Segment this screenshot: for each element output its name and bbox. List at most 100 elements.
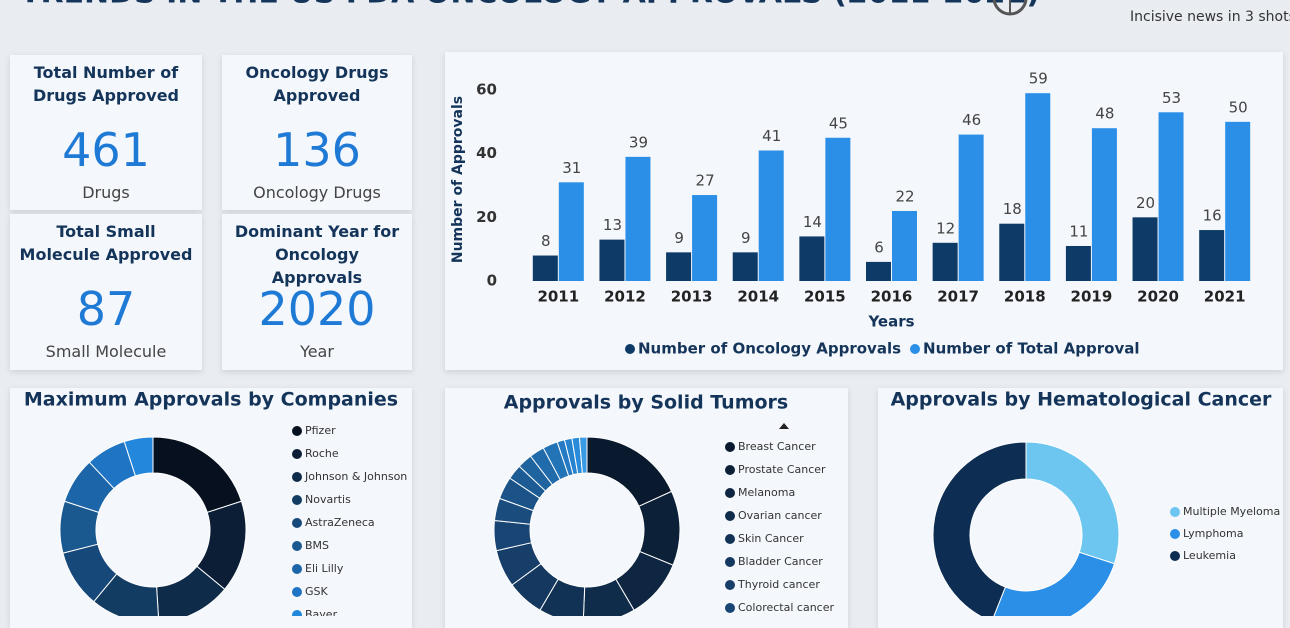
card-value: 2020: [258, 282, 376, 336]
legend-marker: [292, 541, 302, 551]
legend-marker: [910, 344, 921, 354]
value-label: 14: [803, 213, 822, 231]
chart-title: Approvals by Hematological Cancer: [891, 389, 1272, 411]
bar: [558, 182, 584, 281]
value-label: 27: [696, 172, 715, 190]
value-label: 53: [1162, 89, 1181, 107]
x-tick-label: 2014: [737, 288, 779, 306]
bar: [666, 252, 692, 281]
slice: [578, 436, 588, 474]
scroll-arrow: [779, 423, 789, 429]
slice: [152, 436, 243, 514]
bar: [732, 252, 758, 281]
slice: [586, 436, 673, 507]
legend-marker: [292, 495, 302, 505]
bar: [999, 223, 1025, 281]
legend-label: Pfizer: [305, 424, 336, 437]
y-tick-label: 20: [476, 208, 497, 226]
page-title: TRENDS IN THE US FDA ONCOLOGY APPROVALS …: [20, 0, 1040, 11]
card-value: 87: [76, 282, 136, 336]
legend-label: Ovarian cancer: [738, 509, 822, 522]
x-tick-label: 2016: [871, 288, 913, 306]
x-tick-label: 2011: [537, 288, 579, 306]
bar: [892, 210, 917, 281]
legend-label: Lymphoma: [1183, 527, 1243, 540]
slice: [932, 441, 1027, 616]
value-label: 9: [674, 229, 684, 247]
x-tick-label: 2013: [671, 288, 713, 306]
value-label: 39: [629, 133, 648, 151]
legend-marker: [292, 587, 302, 597]
legend-marker: [725, 488, 735, 498]
legend-label: AstraZeneca: [305, 516, 375, 529]
card-unit: Oncology Drugs: [253, 183, 381, 202]
x-tick-label: 2012: [604, 288, 646, 306]
legend-marker: [625, 344, 635, 354]
y-axis-label: Number of Approvals: [450, 96, 466, 263]
bar: [1158, 112, 1184, 282]
legend-label: Prostate Cancer: [738, 463, 826, 476]
tagline: Incisive news in 3 shots: [1130, 9, 1290, 25]
legend-marker: [725, 603, 735, 613]
legend-label: Skin Cancer: [738, 532, 804, 545]
legend-label: Leukemia: [1183, 549, 1236, 562]
value-label: 8: [541, 232, 551, 250]
legend-label: GSK: [305, 585, 329, 598]
bar: [958, 134, 984, 281]
bar: [932, 242, 958, 281]
legend-marker: [292, 472, 302, 482]
legend-marker: [292, 449, 302, 459]
bar-panel: [445, 52, 1283, 370]
y-tick-label: 0: [487, 272, 497, 290]
kpi-card: Total Number of Drugs Approved 461 Drugs: [10, 55, 202, 210]
logo: [992, 0, 1028, 16]
slice: [123, 436, 154, 477]
bar: [625, 156, 651, 281]
card-unit: Small Molecule: [45, 342, 167, 361]
card-unit: Drugs: [82, 183, 130, 202]
bar: [758, 150, 784, 281]
slice: [993, 551, 1116, 616]
kpi-card: Oncology Drugs Approved 136 Oncology Dru…: [222, 55, 412, 210]
value-label: 22: [895, 187, 914, 205]
legend-marker: [725, 465, 735, 475]
legend-label: Number of Oncology Approvals: [638, 340, 901, 358]
legend-label: Novartis: [305, 493, 351, 506]
value-label: 13: [603, 216, 622, 234]
value-label: 31: [562, 159, 581, 177]
value-label: 46: [962, 111, 981, 129]
value-label: 16: [1203, 207, 1222, 225]
kpi-card: Total Small Molecule Approved 87 Small M…: [10, 214, 202, 370]
x-tick-label: 2017: [937, 288, 979, 306]
legend-label: Breast Cancer: [738, 440, 816, 453]
bar: [1225, 121, 1251, 281]
legend-label: Johnson & Johnson: [304, 470, 407, 483]
bar: [532, 255, 558, 281]
value-label: 20: [1136, 194, 1155, 212]
card-title: Dominant Year for Oncology Approvals: [234, 222, 400, 287]
x-tick-label: 2015: [804, 288, 846, 306]
legend-marker: [725, 580, 735, 590]
value-label: 18: [1003, 200, 1022, 218]
legend-marker: [725, 557, 735, 567]
legend-label: Bladder Cancer: [738, 555, 823, 568]
card-title: Total Number of Drugs Approved: [32, 63, 179, 105]
x-tick-label: 2021: [1204, 288, 1246, 306]
legend-label: Bayer: [305, 608, 338, 616]
card-unit: Year: [300, 342, 334, 361]
legend-marker: [725, 442, 735, 452]
y-tick-label: 40: [476, 144, 497, 162]
bar: [599, 239, 625, 281]
card-value: 136: [273, 123, 361, 177]
legend-marker: [725, 511, 735, 521]
value-label: 41: [762, 127, 781, 145]
bar: [1199, 230, 1225, 281]
card-title: Oncology Drugs Approved: [245, 63, 389, 105]
value-label: 45: [829, 114, 848, 132]
value-label: 6: [874, 238, 884, 256]
value-label: 12: [936, 219, 955, 237]
value-label: 11: [1069, 222, 1088, 240]
value-label: 48: [1095, 105, 1114, 123]
